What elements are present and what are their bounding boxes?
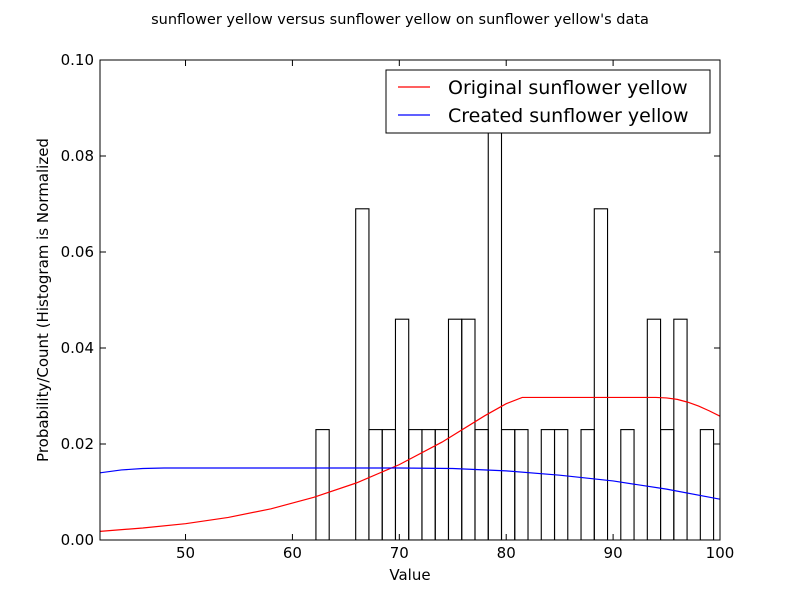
- histogram-bar: [355, 208, 370, 540]
- curve-lines: [100, 396, 720, 532]
- histogram-bar: [673, 318, 688, 540]
- plot-frame: [99, 59, 721, 541]
- y-tick-label: 0.06: [61, 243, 94, 261]
- histogram-bar: [315, 429, 330, 540]
- legend: Original sunflower yellow Created sunflo…: [385, 69, 711, 134]
- y-tick-label: 0.02: [61, 435, 94, 453]
- y-axis-ticks: 0.00 0.02 0.04 0.06 0.08 0.10: [61, 51, 720, 549]
- x-tick-label: 70: [390, 544, 409, 562]
- histogram-bar: [514, 429, 529, 540]
- chart-title: sunflower yellow versus sunflower yellow…: [151, 12, 649, 28]
- series-line-0: [100, 396, 720, 532]
- x-tick-label: 100: [706, 544, 735, 562]
- y-tick-label: 0.08: [61, 147, 94, 165]
- x-tick-label: 80: [497, 544, 516, 562]
- histogram-bar: [620, 429, 635, 540]
- series-line-1: [100, 467, 720, 500]
- histogram-bar: [699, 429, 715, 540]
- y-tick-label: 0.10: [61, 51, 94, 69]
- x-tick-label: 50: [176, 544, 195, 562]
- y-tick-label: 0.04: [61, 339, 94, 357]
- legend-label-original: Original sunflower yellow: [448, 77, 688, 99]
- histogram-bar: [553, 429, 569, 540]
- x-axis-ticks: 50 60 70 80 90 100: [176, 60, 734, 562]
- legend-box: [385, 69, 711, 134]
- x-axis-label: Value: [389, 566, 430, 584]
- y-tick-label: 0.00: [61, 531, 94, 549]
- legend-label-created: Created sunflower yellow: [448, 105, 689, 127]
- x-tick-label: 90: [604, 544, 623, 562]
- y-axis-label: Probability/Count (Histogram is Normaliz…: [34, 138, 52, 462]
- x-tick-label: 60: [283, 544, 302, 562]
- histogram-bar: [593, 208, 609, 540]
- histogram-bars: [315, 97, 715, 540]
